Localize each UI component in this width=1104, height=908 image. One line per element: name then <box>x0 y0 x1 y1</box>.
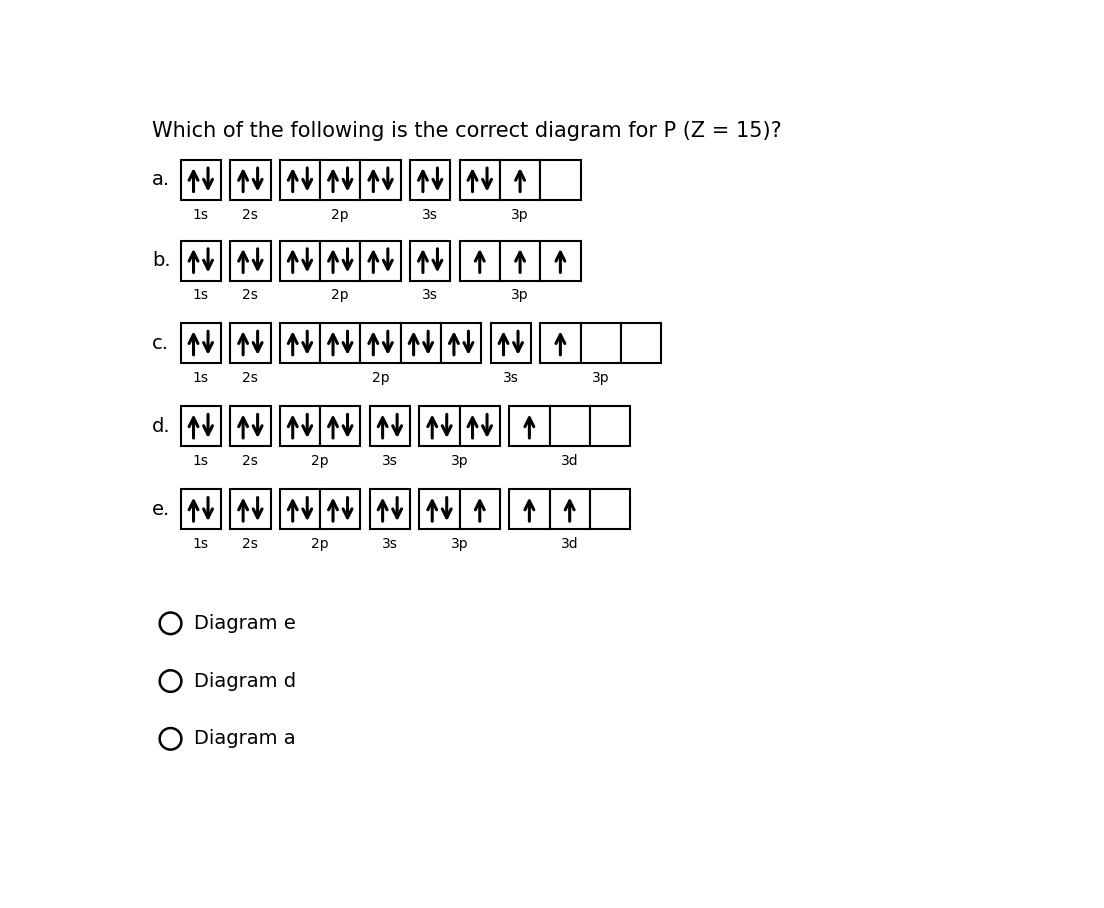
Bar <box>231 241 270 281</box>
Text: 3p: 3p <box>450 537 468 551</box>
Text: 1s: 1s <box>193 454 209 468</box>
Text: 2s: 2s <box>243 370 258 385</box>
Text: 1s: 1s <box>193 370 209 385</box>
Bar <box>370 406 410 446</box>
Text: 2p: 2p <box>372 370 390 385</box>
Text: 3p: 3p <box>450 454 468 468</box>
Bar <box>550 489 590 529</box>
Text: Diagram d: Diagram d <box>194 672 296 691</box>
Bar <box>279 241 320 281</box>
Bar <box>360 241 401 281</box>
Bar <box>279 406 320 446</box>
Bar <box>490 323 531 363</box>
Text: Which of the following is the correct diagram for P (Z = 15)?: Which of the following is the correct di… <box>152 122 782 142</box>
Bar <box>181 406 221 446</box>
Bar <box>181 241 221 281</box>
Bar <box>540 323 581 363</box>
Text: 2s: 2s <box>243 537 258 551</box>
Text: 3s: 3s <box>422 208 438 222</box>
Text: 1s: 1s <box>193 289 209 302</box>
Bar <box>279 489 320 529</box>
Bar <box>320 323 360 363</box>
Bar <box>279 160 320 200</box>
Text: Diagram e: Diagram e <box>194 614 296 633</box>
Bar <box>320 406 360 446</box>
Text: c.: c. <box>152 333 169 352</box>
Bar <box>360 160 401 200</box>
Bar <box>590 406 630 446</box>
Bar <box>401 323 440 363</box>
Text: Diagram a: Diagram a <box>194 729 296 748</box>
Bar <box>231 160 270 200</box>
Bar <box>540 241 581 281</box>
Bar <box>360 323 401 363</box>
Text: e.: e. <box>152 500 170 518</box>
Bar <box>500 160 540 200</box>
Bar <box>500 241 540 281</box>
Text: 3d: 3d <box>561 454 578 468</box>
Text: 2s: 2s <box>243 454 258 468</box>
Text: 3s: 3s <box>502 370 519 385</box>
Bar <box>181 323 221 363</box>
Bar <box>231 489 270 529</box>
Text: 1s: 1s <box>193 208 209 222</box>
Bar <box>410 160 450 200</box>
Text: a.: a. <box>152 171 170 189</box>
Text: 2s: 2s <box>243 208 258 222</box>
Text: 2p: 2p <box>331 208 349 222</box>
Text: 3s: 3s <box>422 289 438 302</box>
Bar <box>459 160 500 200</box>
Bar <box>181 160 221 200</box>
Bar <box>320 489 360 529</box>
Text: 3p: 3p <box>511 208 529 222</box>
Text: 2p: 2p <box>331 289 349 302</box>
Bar <box>540 160 581 200</box>
Text: 1s: 1s <box>193 537 209 551</box>
Bar <box>509 406 550 446</box>
Text: 2s: 2s <box>243 289 258 302</box>
Bar <box>231 406 270 446</box>
Bar <box>320 241 360 281</box>
Bar <box>459 241 500 281</box>
Text: d.: d. <box>152 417 171 436</box>
Bar <box>440 323 481 363</box>
Text: 2p: 2p <box>311 537 329 551</box>
Bar <box>370 489 410 529</box>
Text: 3p: 3p <box>592 370 609 385</box>
Text: 3s: 3s <box>382 537 397 551</box>
Bar <box>590 489 630 529</box>
Bar <box>279 323 320 363</box>
Bar <box>620 323 661 363</box>
Text: b.: b. <box>152 252 171 271</box>
Bar <box>420 489 459 529</box>
Bar <box>459 489 500 529</box>
Bar <box>581 323 620 363</box>
Text: 2p: 2p <box>311 454 329 468</box>
Bar <box>181 489 221 529</box>
Bar <box>420 406 459 446</box>
Bar <box>459 406 500 446</box>
Bar <box>320 160 360 200</box>
Bar <box>231 323 270 363</box>
Text: 3s: 3s <box>382 454 397 468</box>
Text: 3d: 3d <box>561 537 578 551</box>
Bar <box>509 489 550 529</box>
Text: 3p: 3p <box>511 289 529 302</box>
Bar <box>410 241 450 281</box>
Bar <box>550 406 590 446</box>
